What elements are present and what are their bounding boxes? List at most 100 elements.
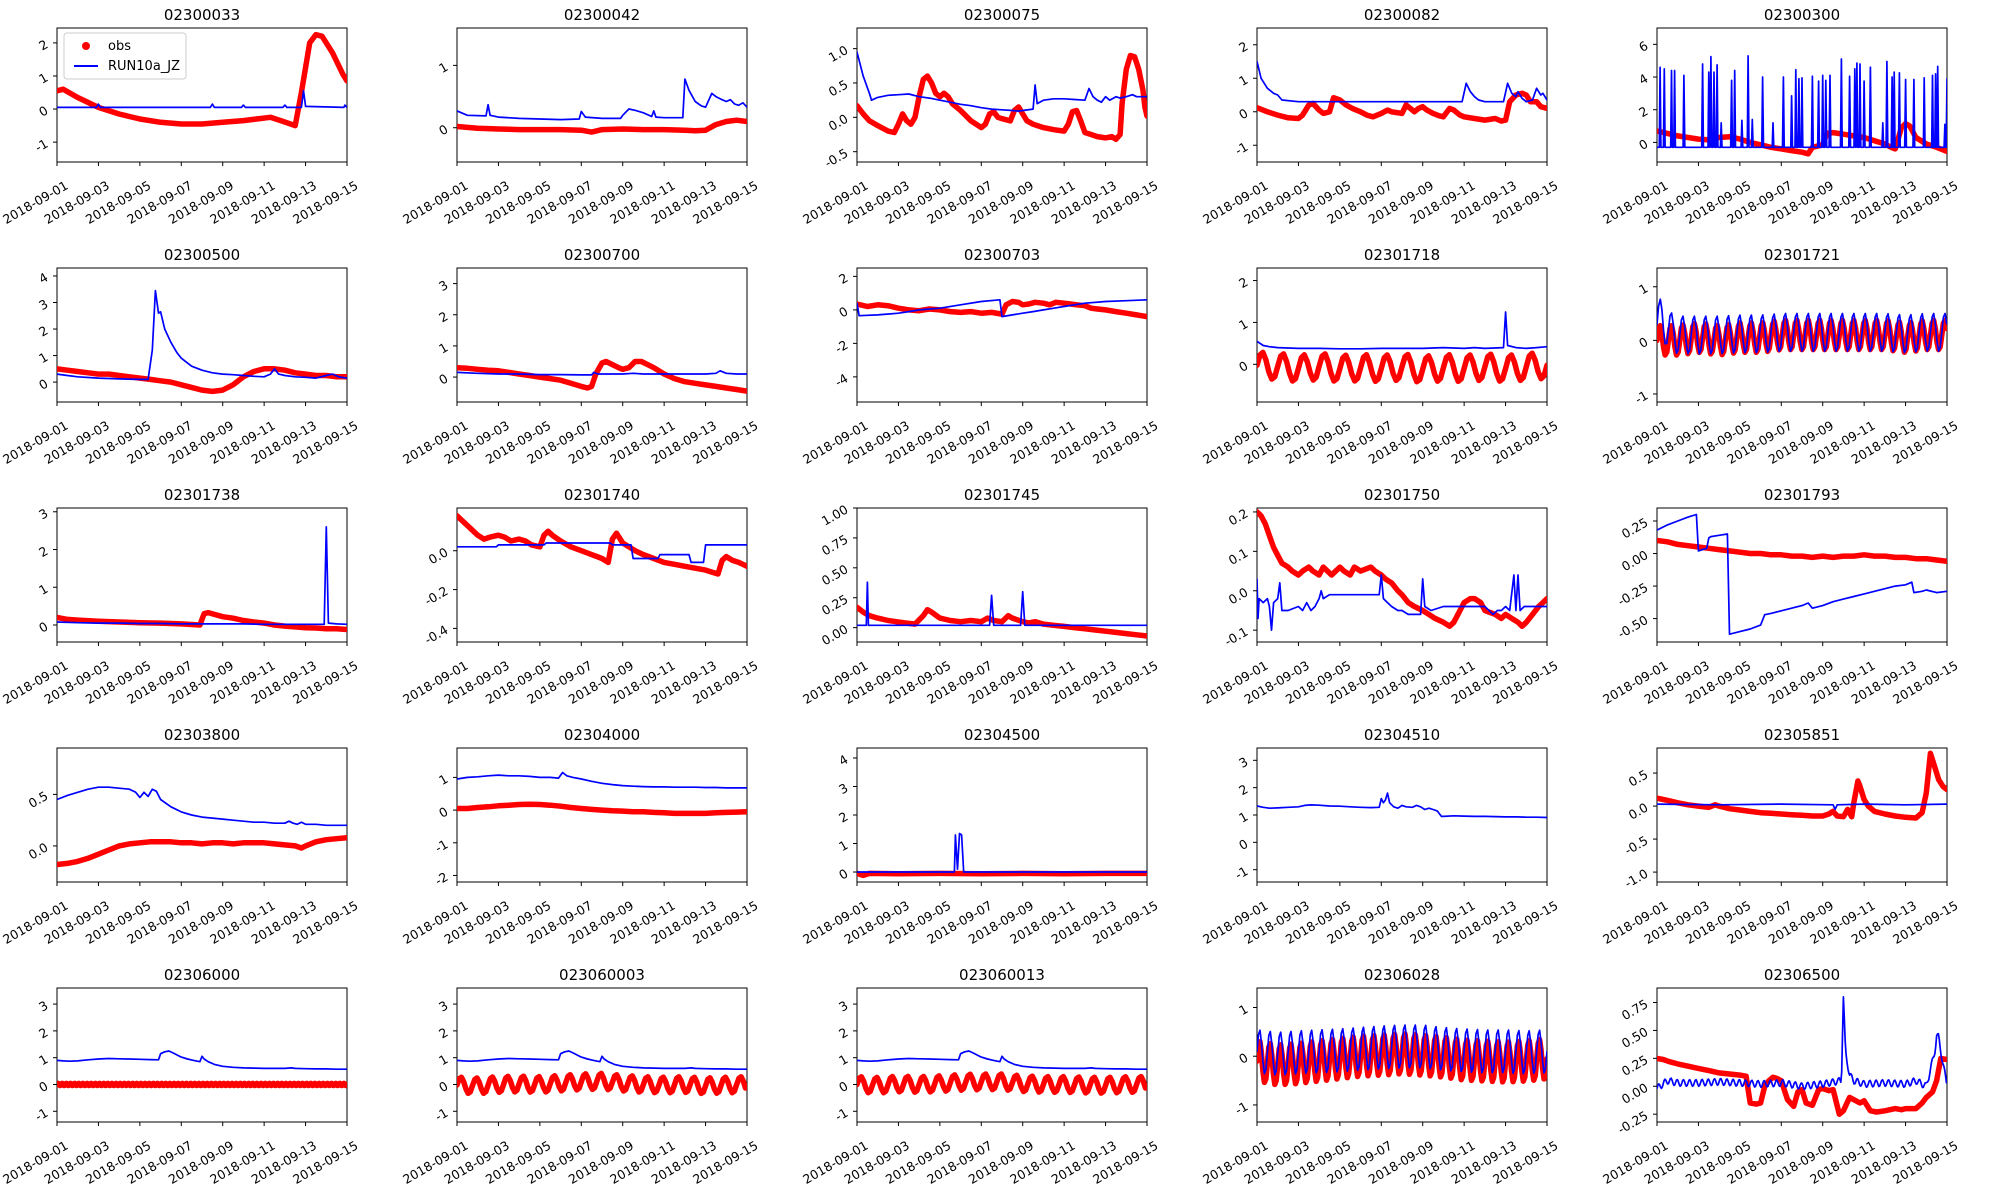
chart-canvas-023060003: 0230600033210-12018-09-012018-09-032018-…	[400, 966, 760, 1187]
y-tick-label: -1	[1632, 388, 1650, 407]
y-tick-label: 3	[436, 277, 450, 294]
chart-title: 02300075	[964, 6, 1040, 24]
subplot-02301721: 02301721 1 0 -1 2018-09-01 2018-09-03 2018-09-…	[1600, 240, 2000, 480]
chart-title: 02300500	[164, 246, 240, 264]
obs-series	[57, 834, 347, 868]
chart-canvas-02301738: 0230173832102018-09-012018-09-032018-09-…	[0, 486, 360, 707]
chart-title: 02301740	[564, 486, 640, 504]
y-tick-label: 0.5	[1626, 767, 1651, 790]
y-tick-label: 0	[36, 103, 50, 120]
axes-frame	[456, 27, 748, 163]
run-series	[57, 1050, 347, 1071]
axes-frame	[856, 267, 1148, 403]
chart-canvas-02301745: 023017451.000.750.500.250.002018-09-0120…	[800, 486, 1160, 707]
y-tick-label: 2	[836, 809, 850, 826]
subplot-02301718: 02301718 2 1 0 2018-09-01 2018-09-03 2018-09-0…	[1200, 240, 1600, 480]
obs-series	[857, 870, 1147, 879]
axes-frame	[456, 747, 748, 883]
chart-canvas-023060013: 0230600133210-12018-09-012018-09-032018-…	[800, 966, 1160, 1187]
y-tick-label: 1	[436, 59, 450, 76]
y-tick-label: -1	[1232, 139, 1250, 158]
y-tick-label: 2	[36, 36, 50, 53]
chart-title: 02301745	[964, 486, 1040, 504]
y-tick-label: 4	[836, 752, 850, 769]
y-tick-label: -0.50	[1615, 612, 1651, 641]
subplot-02301750: 02301750 0.2 0.1 0.0 -0.1 2018-09-01 2018-09-0…	[1200, 480, 1600, 720]
chart-canvas-02300703: 0230070320-2-42018-09-012018-09-032018-0…	[800, 246, 1160, 467]
y-tick-label: -1	[32, 1105, 50, 1124]
axes-frame	[56, 987, 348, 1123]
y-tick-label: 0.25	[1619, 515, 1651, 542]
run-series	[857, 832, 1147, 873]
y-tick-label: 0	[1236, 836, 1250, 853]
y-tick-label: 1	[1236, 809, 1250, 826]
chart-canvas-02304500: 02304500432102018-09-012018-09-032018-09…	[800, 726, 1160, 947]
y-tick-label: 0	[836, 1078, 850, 1095]
obs-series	[1257, 509, 1547, 629]
chart-title: 02300042	[564, 6, 640, 24]
y-tick-label: 1	[1236, 316, 1250, 333]
y-tick-label: 0.1	[1226, 545, 1251, 568]
chart-title: 023060003	[559, 966, 645, 984]
y-tick-label: 0.00	[1619, 1080, 1651, 1107]
run-series	[857, 298, 1147, 318]
axes-frame	[856, 507, 1148, 643]
subplot-02300703: 02300703 2 0 -2 -4 2018-09-01 2018-09-03 2018-0…	[800, 240, 1200, 480]
axes-frame	[56, 507, 348, 643]
axes-frame	[56, 267, 348, 403]
obs-series	[457, 801, 747, 817]
y-tick-label: 0.0	[1626, 800, 1651, 823]
y-tick-label: 1	[436, 340, 450, 357]
axes-frame	[1656, 987, 1948, 1123]
axes-frame	[1656, 747, 1948, 883]
y-tick-label: 2	[436, 308, 450, 325]
run-series	[457, 542, 747, 564]
obs-series	[1257, 349, 1547, 385]
chart-title: 02300703	[964, 246, 1040, 264]
subplot-023060003: 023060003 3 2 1 0 -1 2018-09-01 2018-09-03 2018-…	[400, 960, 800, 1200]
obs-series	[57, 31, 347, 129]
chart-title: 02304000	[564, 726, 640, 744]
axes-frame	[1256, 747, 1548, 883]
chart-canvas-02303800: 023038000.50.02018-09-012018-09-032018-0…	[0, 726, 360, 947]
y-tick-label: 4	[36, 270, 50, 287]
y-tick-label: 0	[436, 121, 450, 138]
run-series	[1657, 513, 1947, 636]
chart-canvas-02300042: 02300042102018-09-012018-09-032018-09-05…	[400, 6, 760, 227]
y-tick-label: 2	[436, 1024, 450, 1041]
subplot-02300033: 02300033 2 1 0 -1 2018-09-01 2018-09-03 2018-09…	[0, 0, 400, 240]
y-tick-label: 3	[436, 998, 450, 1015]
chart-title: 02300082	[1364, 6, 1440, 24]
y-tick-label: 0.0	[1226, 584, 1251, 607]
run-series	[857, 1050, 1147, 1071]
chart-title: 02306028	[1364, 966, 1440, 984]
y-tick-label: -0.1	[1222, 624, 1251, 649]
y-tick-label: 3	[836, 780, 850, 797]
subplot-02300700: 02300700 3 2 1 0 2018-09-01 2018-09-03 2018-09-…	[400, 240, 800, 480]
y-tick-label: 0	[1236, 358, 1250, 375]
y-tick-label: 2	[1236, 274, 1250, 291]
y-tick-label: -0.2	[422, 583, 451, 608]
subplot-02304500: 02304500 4 3 2 1 0 2018-09-01 2018-09-03 2018-09…	[800, 720, 1200, 960]
y-tick-label: -1.0	[1622, 866, 1651, 891]
legend-run-label: RUN10a_JZ	[108, 59, 180, 74]
y-tick-label: 0	[436, 371, 450, 388]
y-tick-label: -0.5	[1622, 833, 1651, 858]
chart-title: 02303800	[164, 726, 240, 744]
axes-frame	[1256, 267, 1548, 403]
y-tick-label: 0	[36, 1078, 50, 1095]
y-tick-label: -1	[32, 136, 50, 155]
y-tick-label: 0.75	[819, 532, 851, 559]
run-series	[1657, 298, 1947, 355]
y-tick-label: 1.00	[819, 502, 851, 529]
obs-series	[1657, 1055, 1947, 1117]
chart-title: 02301750	[1364, 486, 1440, 504]
run-series	[1657, 996, 1947, 1091]
obs-series	[857, 604, 1147, 639]
y-tick-label: 0	[436, 804, 450, 821]
axes-frame	[1656, 507, 1948, 643]
run-series	[57, 526, 347, 626]
axes-frame	[1256, 27, 1548, 163]
chart-title: 023060013	[959, 966, 1045, 984]
run-series	[1657, 54, 1947, 149]
